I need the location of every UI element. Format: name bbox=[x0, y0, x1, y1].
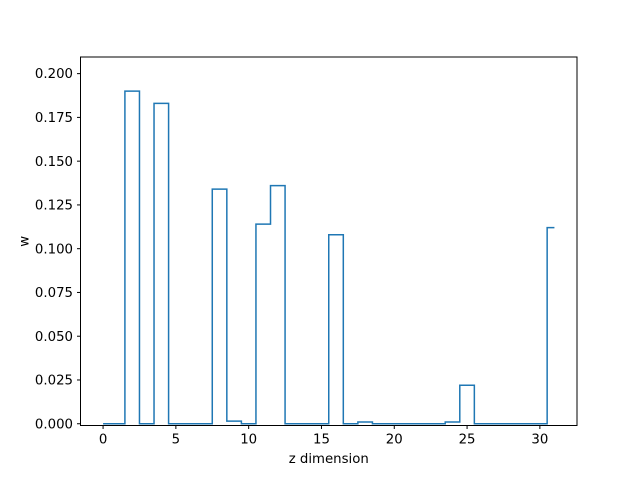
y-tick-label: 0.175 bbox=[35, 111, 73, 126]
x-tick-label: 30 bbox=[531, 433, 548, 448]
y-tick-label: 0.025 bbox=[35, 374, 73, 389]
y-tick-label: 0.200 bbox=[35, 67, 73, 82]
plot-border bbox=[80, 56, 578, 426]
x-axis-label: z dimension bbox=[289, 452, 369, 467]
x-tick-label: 10 bbox=[240, 433, 257, 448]
x-tick-label: 25 bbox=[459, 433, 476, 448]
x-axis-ticks: 0 5 10 15 20 25 30 bbox=[99, 425, 548, 448]
y-tick-label: 0.050 bbox=[35, 330, 73, 345]
y-tick-label: 0.000 bbox=[35, 417, 73, 432]
x-tick-label: 20 bbox=[386, 433, 403, 448]
y-axis-label: w bbox=[18, 236, 33, 247]
data-step-line bbox=[103, 90, 555, 425]
y-tick-label: 0.075 bbox=[35, 286, 73, 301]
x-tick-label: 5 bbox=[172, 433, 180, 448]
y-axis-ticks: 0.000 0.025 0.050 0.075 0.100 0.125 0.150 0.175… bbox=[35, 67, 81, 432]
x-tick-label: 15 bbox=[313, 433, 330, 448]
y-tick-label: 0.100 bbox=[35, 242, 73, 257]
y-tick-label: 0.125 bbox=[35, 199, 73, 214]
y-tick-label: 0.150 bbox=[35, 155, 73, 170]
x-tick-label: 0 bbox=[99, 433, 107, 448]
